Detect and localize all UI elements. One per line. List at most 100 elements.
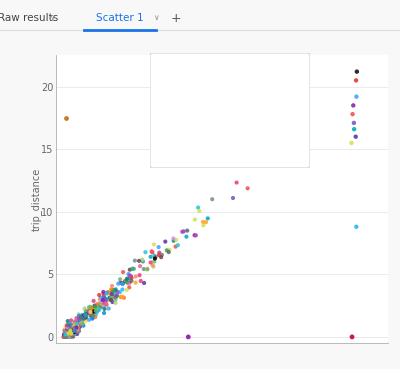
Point <box>200 223 207 228</box>
Point <box>151 253 158 259</box>
Point <box>108 297 114 303</box>
Point <box>124 279 130 285</box>
Point <box>64 318 71 324</box>
Point <box>83 314 89 320</box>
Text: ∨: ∨ <box>153 14 159 23</box>
Point <box>353 224 360 230</box>
Point <box>71 332 77 338</box>
Point <box>66 325 72 331</box>
Point <box>74 325 81 331</box>
Point <box>80 314 86 320</box>
Point <box>85 310 92 316</box>
Point <box>132 273 139 279</box>
Point <box>166 247 173 253</box>
Point <box>185 334 192 340</box>
Point <box>71 320 78 326</box>
Point <box>113 293 119 299</box>
Point <box>93 307 100 313</box>
Point <box>75 311 82 317</box>
Point <box>82 318 89 324</box>
Point <box>73 326 79 332</box>
Point <box>71 324 78 330</box>
Point <box>353 77 359 83</box>
Point <box>352 134 359 139</box>
Point <box>96 303 102 309</box>
Point <box>126 280 133 286</box>
Point <box>62 334 68 340</box>
Point <box>64 328 70 334</box>
Point <box>92 308 99 314</box>
Point <box>100 297 106 303</box>
Point <box>74 325 80 331</box>
Point <box>184 228 190 234</box>
Text: {}: {} <box>156 138 169 148</box>
Point <box>75 320 82 325</box>
Point <box>66 325 73 331</box>
Point <box>170 238 177 244</box>
Point <box>141 280 147 286</box>
Point <box>74 320 80 326</box>
Point <box>156 250 162 256</box>
Point <box>104 297 110 303</box>
Point <box>74 322 80 328</box>
Point <box>77 317 83 323</box>
Point <box>67 328 74 334</box>
Point <box>100 296 107 302</box>
Point <box>63 332 69 338</box>
Point <box>64 333 70 339</box>
Point <box>79 316 86 322</box>
Point <box>114 293 120 299</box>
Point <box>204 215 211 221</box>
Point <box>61 332 67 338</box>
Point <box>349 334 355 340</box>
Point <box>353 94 360 100</box>
Point <box>64 325 70 331</box>
Point <box>61 331 67 337</box>
Point <box>244 185 251 191</box>
Point <box>108 297 114 303</box>
Point <box>109 289 115 294</box>
Point <box>81 306 88 311</box>
Point <box>109 283 115 289</box>
Point <box>87 309 94 315</box>
Point <box>162 239 168 245</box>
Point <box>70 334 76 339</box>
Point <box>68 324 75 330</box>
Text: Visualization: Visualization <box>179 73 245 83</box>
Point <box>78 315 84 321</box>
Point <box>118 280 124 286</box>
Point <box>170 235 176 241</box>
Point <box>124 276 130 282</box>
Point <box>80 323 87 329</box>
Point <box>88 308 94 314</box>
Point <box>64 325 71 331</box>
Point <box>65 330 72 336</box>
Point <box>66 334 72 340</box>
Point <box>136 272 143 278</box>
Point <box>88 306 94 312</box>
Point <box>60 334 67 340</box>
Point <box>101 293 107 299</box>
Point <box>91 303 98 308</box>
Point <box>90 313 96 319</box>
Point <box>63 115 69 121</box>
Point <box>86 308 92 314</box>
Point <box>68 334 74 340</box>
Point <box>67 330 74 336</box>
Text: Parameter: Parameter <box>179 138 233 148</box>
Point <box>110 294 116 300</box>
Point <box>82 311 88 317</box>
Point <box>179 229 186 235</box>
Point <box>84 308 90 314</box>
Point <box>60 334 67 340</box>
Point <box>69 324 76 330</box>
Point <box>96 292 102 298</box>
Point <box>68 325 74 331</box>
Point <box>61 333 68 339</box>
Point <box>109 295 115 301</box>
Point <box>64 324 70 330</box>
Point <box>90 298 97 304</box>
Point <box>156 252 162 258</box>
Point <box>68 331 74 337</box>
Point <box>74 327 80 332</box>
